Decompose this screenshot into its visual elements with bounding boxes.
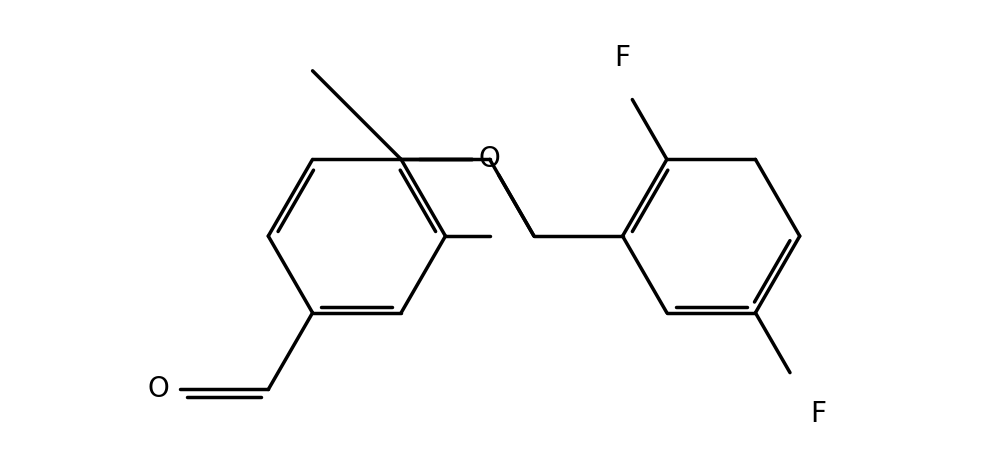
Text: F: F [615, 44, 631, 72]
Text: F: F [811, 400, 826, 428]
Text: O: O [147, 376, 169, 403]
Text: O: O [479, 145, 501, 173]
